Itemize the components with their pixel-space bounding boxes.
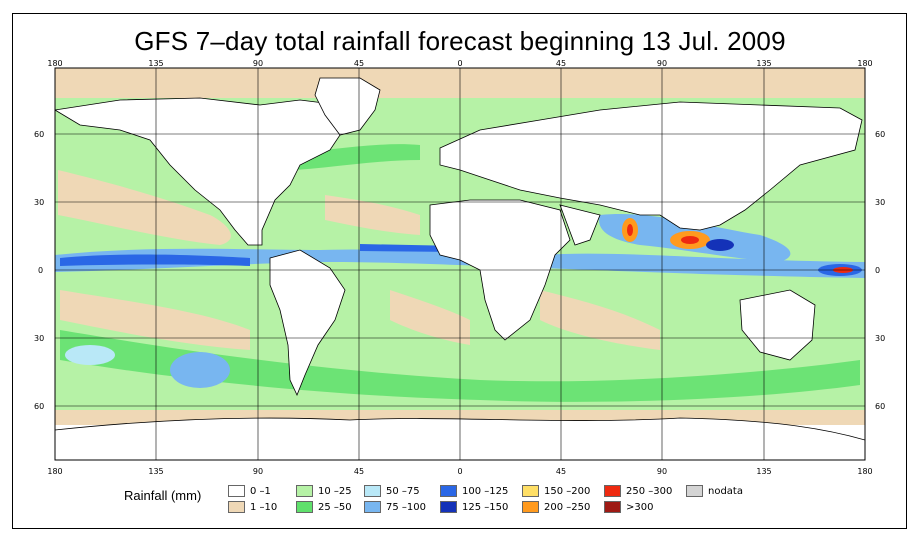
legend-swatch [686,485,703,497]
legend-swatch [440,501,457,513]
legend-swatch [364,485,381,497]
monsoon-peak-2 [627,224,633,236]
lon-label-top: 0 [457,59,462,68]
legend-item: 150 –200 [522,484,590,498]
lat-label-left: 30 [34,334,44,343]
legend-label: 150 –200 [544,485,591,497]
lat-label-right: 30 [875,334,885,343]
legend-swatch [604,485,621,497]
legend-label: 125 –150 [462,501,509,513]
lon-label-bottom: 0 [457,467,462,476]
lat-label-right: 30 [875,198,885,207]
lat-label-left: 60 [34,130,44,139]
legend-swatch [364,501,381,513]
legend-item: 100 –125 [440,484,508,498]
lon-label-top: 180 [47,59,62,68]
legend-item: 200 –250 [522,500,590,514]
map-title: GFS 7–day total rainfall forecast beginn… [134,26,786,56]
legend-item: 1 –10 [228,500,277,514]
legend-swatch [604,501,621,513]
itcz-core-pacific [60,254,250,266]
australia [739,289,816,361]
south-america [269,249,346,397]
legend-item: 125 –150 [440,500,508,514]
legend-swatch [296,501,313,513]
legend-label: 75 –100 [386,501,426,513]
monsoon-core-3 [706,239,734,251]
lat-label-left: 30 [34,198,44,207]
lat-label-right: 0 [875,266,880,275]
figure-frame [12,13,907,529]
north-america [55,97,351,246]
legend-item: 25 –50 [296,500,352,514]
lat-label-left: 60 [34,402,44,411]
greenland [314,77,381,136]
lon-label-top: 135 [148,59,163,68]
arabia [559,204,601,246]
dry-zone-natl [325,195,420,235]
legend-swatch [296,485,313,497]
dry-zone-spac [60,290,250,350]
legend-label: 100 –125 [462,485,509,497]
lat-label-right: 60 [875,130,885,139]
lon-labels-top: 180 135 90 45 0 45 90 135 180 [47,59,872,68]
legend-item: >300 [604,500,653,514]
legend-label: 1 –10 [250,501,278,513]
lon-label-top: 90 [253,59,263,68]
itcz-core-atlantic [360,244,460,252]
south-pacific-storm-2 [65,345,115,365]
lat-lon-grid [55,68,865,460]
lon-label-bottom: 90 [657,467,667,476]
lon-label-bottom: 135 [756,467,771,476]
lat-label-left: 0 [38,266,43,275]
southern-storm-track [60,330,860,402]
lon-labels-bottom: 180 135 90 45 0 45 90 135 180 [47,467,872,476]
legend-item: 10 –25 [296,484,352,498]
legend-swatch [522,485,539,497]
lat-labels-right: 60 30 0 30 60 [875,130,885,411]
legend-label: 0 –1 [250,485,271,497]
legend-item: 75 –100 [364,500,426,514]
legend-label: 250 –300 [626,485,673,497]
legend-label: 200 –250 [544,501,591,513]
lon-label-bottom: 180 [47,467,62,476]
lon-label-top: 45 [354,59,364,68]
legend-label: nodata [708,485,743,497]
lat-label-right: 60 [875,402,885,411]
legend-item: 50 –75 [364,484,420,498]
legend-label: 10 –25 [318,485,352,497]
monsoon-peak-1 [681,236,699,244]
map-border [54,67,866,461]
lon-label-top: 135 [756,59,771,68]
legend-item: nodata [686,484,743,498]
lon-label-top: 90 [657,59,667,68]
lon-label-bottom: 45 [556,467,566,476]
dry-zone-npac [58,170,231,245]
lon-label-bottom: 45 [354,467,364,476]
legend-item: 250 –300 [604,484,672,498]
dry-zone-satl [390,290,470,345]
legend-swatch [440,485,457,497]
legend-swatch [522,501,539,513]
legend-swatch [228,501,245,513]
legend-label: 50 –75 [386,485,420,497]
lon-label-top: 45 [556,59,566,68]
legend-title: Rainfall (mm) [124,488,202,503]
lon-label-bottom: 90 [253,467,263,476]
legend-swatch [228,485,245,497]
lon-label-bottom: 180 [857,467,872,476]
lon-label-bottom: 135 [148,467,163,476]
lon-label-top: 180 [857,59,872,68]
legend-label: 25 –50 [318,501,352,513]
legend-label: >300 [626,501,654,513]
dry-zone-sind [540,290,660,350]
legend-item: 0 –1 [228,484,271,498]
lat-labels-left: 60 30 0 30 60 [34,130,44,411]
south-pacific-storm [170,352,230,388]
